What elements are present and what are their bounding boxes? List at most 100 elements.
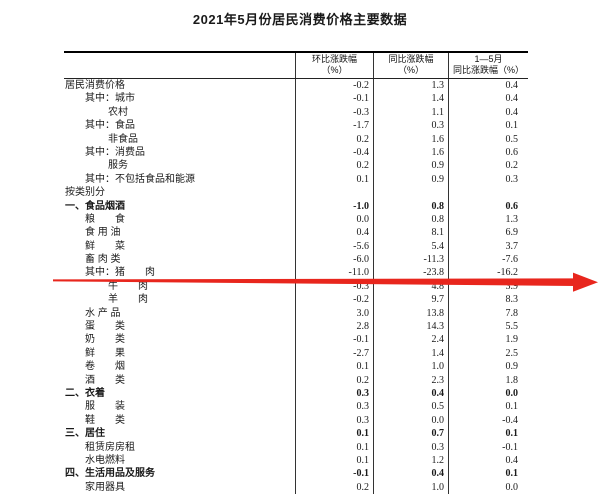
row-label: 酒 类: [85, 374, 125, 386]
row-value-col2: 1.4: [373, 92, 448, 106]
table-row: 鲜 果 -2.7 1.4 2.5: [64, 346, 528, 361]
row-value-col2: 0.8: [373, 212, 448, 227]
table-row: 牛 肉 -0.3 4.8 3.9: [64, 279, 528, 294]
row-value-col3: 0.5: [448, 132, 528, 146]
row-label: 鲜 菜: [85, 240, 125, 252]
row-value-col2: 0.9: [373, 159, 448, 173]
row-value-col2: -23.8: [373, 266, 448, 280]
row-value-col3: 3.7: [448, 239, 528, 254]
row-value-col2: 1.4: [373, 346, 448, 361]
row-label: 食 用 油: [85, 227, 121, 239]
row-value-col3: 7.8: [448, 306, 528, 321]
row-value-col1: -0.3: [295, 279, 373, 294]
row-value-col1: 0.1: [295, 172, 373, 187]
row-label: 非食品: [108, 133, 138, 145]
row-value-col2: 1.0: [373, 480, 448, 495]
header-col-yoy: 同比涨跌幅 （%）: [373, 53, 448, 78]
header-col-mom-line2: （%）: [321, 65, 348, 75]
table-row: 一、食品烟酒 -1.0 0.8 0.6: [64, 199, 528, 213]
row-value-col2: 4.8: [373, 279, 448, 294]
row-label: 租赁房房租: [85, 441, 135, 453]
table-row: 服 装 0.3 0.5 0.1: [64, 400, 528, 414]
row-value-col1: -0.3: [295, 105, 373, 120]
table-row: 鲜 菜 -5.6 5.4 3.7: [64, 239, 528, 254]
row-value-col3: 0.1: [448, 467, 528, 481]
row-value-col1: 0.1: [295, 453, 373, 468]
row-value-col2: 1.2: [373, 453, 448, 468]
row-value-col1: -0.1: [295, 467, 373, 481]
row-value-col1: [295, 186, 373, 200]
row-value-col3: 0.1: [448, 119, 528, 133]
row-value-col1: 0.3: [295, 400, 373, 414]
row-label: 其中：城市: [85, 93, 135, 105]
row-label: 水电燃料: [85, 454, 125, 466]
row-value-col2: 1.0: [373, 360, 448, 374]
table-row: 水 产 品 3.0 13.8 7.8: [64, 306, 528, 321]
row-value-col2: 8.1: [373, 226, 448, 240]
row-value-col3: -7.6: [448, 253, 528, 267]
table-row: 鞋 类 0.3 0.0 -0.4: [64, 413, 528, 428]
row-value-col3: 6.9: [448, 226, 528, 240]
row-value-col1: 3.0: [295, 306, 373, 321]
row-value-col3: [448, 186, 528, 200]
row-label: 服务: [108, 160, 128, 172]
row-value-col3: 0.3: [448, 172, 528, 187]
row-value-col3: 0.0: [448, 480, 528, 495]
row-value-col2: 14.3: [373, 320, 448, 334]
row-label: 一、食品烟酒: [65, 200, 125, 212]
row-label: 水 产 品: [85, 307, 121, 319]
row-value-col1: 0.3: [295, 413, 373, 428]
row-value-col3: 0.1: [448, 400, 528, 414]
row-value-col1: 0.2: [295, 480, 373, 495]
cpi-table: 环比涨跌幅 （%） 同比涨跌幅 （%） 1—5月 同比涨跌幅（%） 居民消费价格…: [64, 51, 528, 495]
row-value-col3: 0.1: [448, 427, 528, 441]
row-value-col3: 0.0: [448, 386, 528, 401]
row-value-col3: 2.5: [448, 346, 528, 361]
row-value-col1: 0.2: [295, 159, 373, 173]
row-value-col1: 0.1: [295, 427, 373, 441]
table-row: 奶 类 -0.1 2.4 1.9: [64, 333, 528, 347]
row-value-col2: 9.7: [373, 293, 448, 307]
row-value-col1: -1.0: [295, 199, 373, 213]
row-label: 畜 肉 类: [85, 254, 121, 266]
row-value-col2: 0.3: [373, 119, 448, 133]
row-value-col3: 0.4: [448, 92, 528, 106]
row-value-col3: 0.4: [448, 79, 528, 93]
row-value-col1: 0.2: [295, 132, 373, 146]
row-value-col2: 5.4: [373, 239, 448, 254]
row-label: 粮 食: [85, 213, 125, 225]
row-label: 四、生活用品及服务: [65, 468, 155, 480]
row-value-col1: 0.3: [295, 386, 373, 401]
row-value-col2: -11.3: [373, 253, 448, 267]
table-row: 蛋 类 2.8 14.3 5.5: [64, 320, 528, 334]
row-label: 卷 烟: [85, 361, 125, 373]
row-value-col1: -5.6: [295, 239, 373, 254]
table-row: 酒 类 0.2 2.3 1.8: [64, 373, 528, 387]
table-row: 居民消费价格 -0.2 1.3 0.4: [64, 79, 528, 93]
row-value-col2: 0.3: [373, 440, 448, 454]
row-value-col3: 0.6: [448, 199, 528, 213]
table-row: 其中：不包括食品和能源 0.1 0.9 0.3: [64, 172, 528, 187]
row-value-col3: 0.2: [448, 159, 528, 173]
row-label: 服 装: [85, 401, 125, 413]
red-arrow-head: [573, 272, 598, 292]
table-row: 二、衣着 0.3 0.4 0.0: [64, 386, 528, 401]
row-label: 农村: [108, 106, 128, 118]
row-value-col1: 0.2: [295, 373, 373, 387]
row-label: 其中：不包括食品和能源: [85, 173, 195, 185]
table-row: 其中：城市 -0.1 1.4 0.4: [64, 92, 528, 106]
table-row: 家用器具 0.2 1.0 0.0: [64, 480, 528, 495]
header-col-ytd-line1: 1—5月: [474, 54, 503, 64]
row-value-col2: 0.8: [373, 199, 448, 213]
row-label: 三、居住: [65, 428, 105, 440]
header-col-ytd-line2: 同比涨跌幅（%）: [452, 65, 524, 75]
header-col-ytd: 1—5月 同比涨跌幅（%）: [448, 53, 528, 78]
row-value-col3: 1.3: [448, 212, 528, 227]
table-row: 按类别分: [64, 186, 528, 200]
header-col-yoy-line2: （%）: [397, 65, 424, 75]
row-value-col2: 1.3: [373, 79, 448, 93]
row-value-col2: 1.6: [373, 132, 448, 146]
table-row: 非食品 0.2 1.6 0.5: [64, 132, 528, 146]
row-value-col1: 0.1: [295, 360, 373, 374]
